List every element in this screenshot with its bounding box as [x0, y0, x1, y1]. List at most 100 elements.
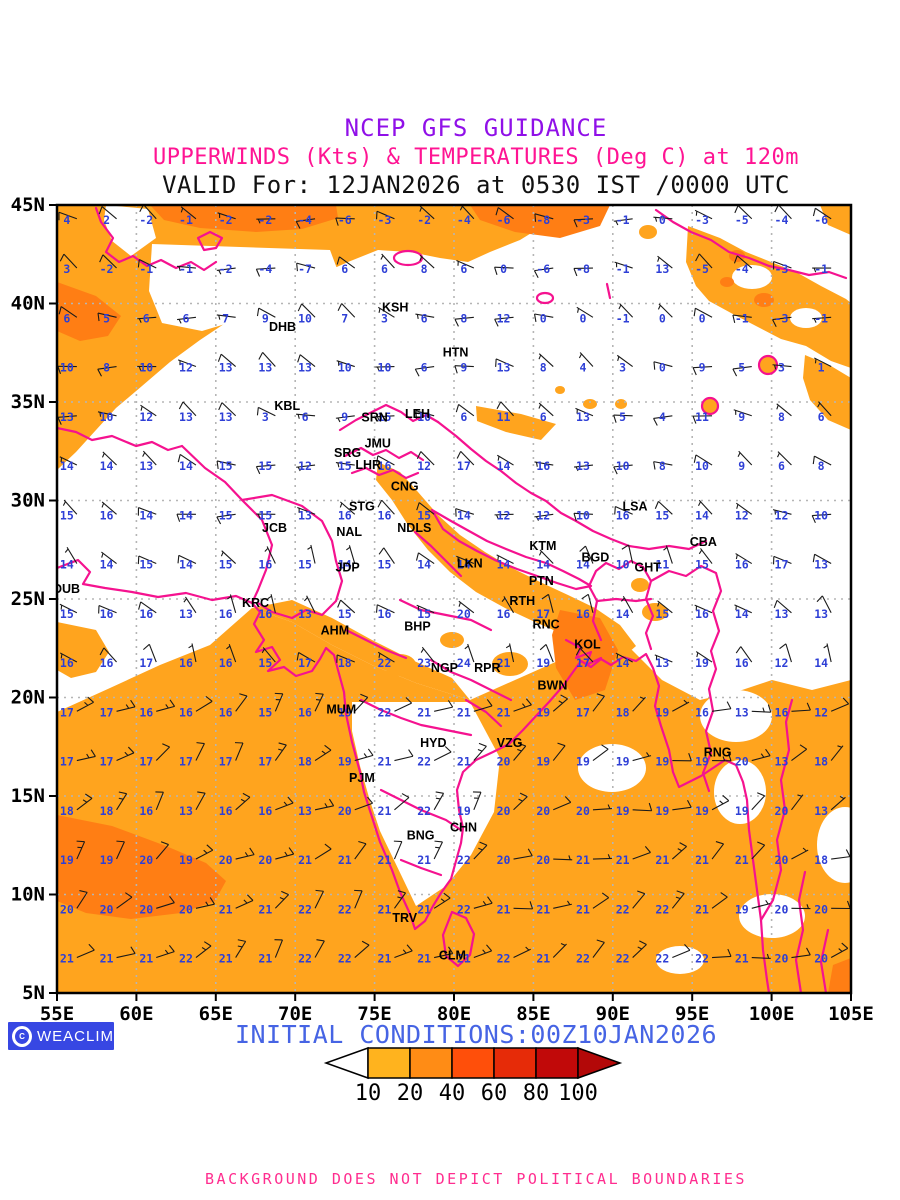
temperature-value: 18: [616, 705, 630, 719]
wind-barb: [553, 900, 572, 909]
wind-barb: [791, 847, 809, 860]
station-label-rnc: RNC: [533, 618, 560, 632]
wind-barb: [732, 314, 752, 323]
temperature-value: 15: [219, 558, 233, 572]
station-label-nal: NAL: [336, 525, 362, 539]
wind-barb: [812, 316, 832, 323]
wind-barb: [831, 900, 851, 910]
temperature-value: 1: [818, 361, 825, 375]
station-label-lsa: LSA: [623, 499, 648, 513]
temperature-value: 12: [536, 508, 550, 522]
station-label-hyd: HYD: [420, 736, 446, 750]
temperature-value: -4: [735, 262, 749, 276]
wind-barb: [255, 464, 276, 475]
wind-barb: [274, 890, 289, 909]
wind-barb: [137, 259, 157, 269]
wind-barb: [416, 502, 435, 515]
temperature-value: 18: [60, 804, 74, 818]
station-label-bhp: BHP: [404, 620, 430, 634]
temperature-value: 16: [378, 459, 392, 473]
wind-barb: [654, 500, 673, 515]
lon-tick-label: 60E: [119, 1003, 153, 1025]
wind-barb: [98, 206, 117, 220]
wind-barb: [513, 698, 532, 712]
temperature-value: 21: [338, 853, 352, 867]
temperature-value: 6: [143, 311, 150, 325]
temperature-value: 6: [381, 262, 388, 276]
temperature-value: 16: [735, 558, 749, 572]
temperature-value: 21: [457, 705, 471, 719]
wind-barb: [375, 210, 395, 220]
temperature-value: 19: [655, 705, 669, 719]
wind-barb: [823, 643, 832, 663]
temperature-value: -8: [576, 262, 590, 276]
wind-barb: [513, 946, 531, 959]
temperature-value: 9: [738, 410, 745, 424]
temperature-value: 20: [139, 902, 153, 916]
temperature-value: 13: [258, 361, 272, 375]
wind-barb: [672, 753, 692, 762]
wind-barb: [116, 892, 133, 909]
temperature-value: 14: [497, 558, 511, 572]
temperature-value: 17: [179, 755, 193, 769]
wind-barb: [59, 603, 78, 614]
temperature-value: 12: [298, 459, 312, 473]
temperature-value: 13: [814, 558, 828, 572]
wind-barb: [831, 849, 851, 860]
wind-barb: [314, 843, 332, 860]
wind-barb: [335, 462, 355, 468]
temperature-value: 15: [655, 508, 669, 522]
temperature-value: 14: [735, 607, 749, 621]
wind-barb: [98, 604, 117, 614]
temperature-value: -1: [616, 311, 630, 325]
wind-barb: [694, 209, 713, 220]
temperature-value: 13: [219, 410, 233, 424]
wind-barb: [419, 254, 435, 269]
temperature-value: 22: [417, 755, 431, 769]
temperature-value: 16: [100, 656, 114, 670]
wind-barb: [576, 306, 594, 318]
wind-barb: [377, 651, 395, 663]
wind-barb: [62, 499, 78, 515]
temperature-value: 22: [655, 902, 669, 916]
temperature-value: 13: [219, 361, 233, 375]
wind-barb: [533, 267, 554, 278]
temperature-value: 22: [497, 952, 511, 966]
wind-barb: [615, 652, 633, 663]
legend-arrow-right: [577, 1046, 623, 1080]
temperature-value: 19: [616, 755, 630, 769]
wind-barb: [99, 254, 117, 269]
wind-barb: [618, 303, 634, 318]
temperature-value: 17: [258, 755, 272, 769]
temperature-value: 17: [219, 755, 233, 769]
wind-barb: [59, 253, 78, 269]
temperature-value: -4: [258, 262, 272, 276]
temperature-value: 13: [814, 804, 828, 818]
temperature-value: 24: [457, 656, 471, 670]
wind-barb: [314, 798, 335, 811]
wind-barb: [494, 316, 514, 327]
temperature-value: 22: [298, 902, 312, 916]
wind-barb: [195, 791, 206, 811]
wind-barb: [791, 947, 811, 959]
temperature-value: 12: [775, 656, 789, 670]
wind-barb: [226, 643, 237, 663]
temperature-value: -6: [497, 213, 511, 227]
wind-barb: [552, 943, 567, 958]
temperature-value: 0: [659, 361, 666, 375]
wind-barb: [495, 358, 514, 368]
temperature-value: 14: [60, 558, 74, 572]
temperature-value: 14: [536, 558, 550, 572]
temperature-value: 9: [460, 361, 467, 375]
lon-tick-label: 95E: [675, 1003, 709, 1025]
temperature-value: 5: [738, 361, 745, 375]
wind-barb: [813, 357, 832, 368]
wind-barb: [434, 700, 454, 712]
temperature-value: 14: [179, 459, 193, 473]
temperature-value: 8: [540, 361, 547, 375]
wind-barb: [779, 643, 792, 663]
temperature-value: 17: [100, 755, 114, 769]
temperature-value: 8: [659, 459, 666, 473]
